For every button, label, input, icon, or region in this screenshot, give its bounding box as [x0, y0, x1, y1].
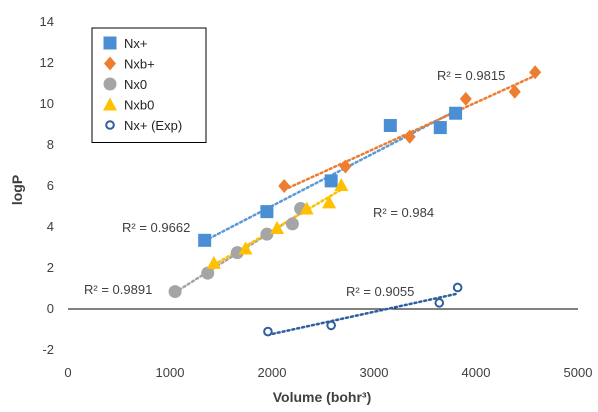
- r2-label-4: R² = 0.9055: [346, 284, 414, 299]
- data-point-3-2: [270, 221, 284, 234]
- y-tick-label: 10: [40, 96, 54, 111]
- data-point-0-5: [449, 107, 462, 120]
- data-point-1-0: [278, 179, 290, 193]
- y-tick-label: 12: [40, 55, 54, 70]
- legend-marker-4: [106, 121, 114, 129]
- x-axis-title: Volume (bohr³): [273, 389, 372, 405]
- data-point-2-0: [169, 285, 182, 298]
- x-tick-label: 3000: [360, 365, 389, 380]
- r2-label-2: R² = 0.9891: [84, 282, 152, 297]
- y-axis-title: logP: [9, 175, 25, 205]
- y-tick-label: 6: [47, 178, 54, 193]
- legend-label-0: Nx+: [124, 36, 147, 51]
- data-point-1-4: [509, 85, 521, 99]
- x-tick-label: 5000: [564, 365, 593, 380]
- legend-label-4: Nx+ (Exp): [124, 118, 182, 133]
- data-point-4-1: [327, 322, 335, 330]
- legend-marker-0: [104, 37, 117, 50]
- legend-label-2: Nx0: [124, 77, 147, 92]
- y-tick-label: 8: [47, 137, 54, 152]
- data-point-4-0: [264, 328, 272, 336]
- y-tick-label: 14: [40, 14, 54, 29]
- y-tick-label: -2: [42, 342, 54, 357]
- x-tick-label: 0: [64, 365, 71, 380]
- data-point-0-0: [198, 234, 211, 247]
- data-point-2-4: [286, 217, 299, 230]
- data-point-2-3: [260, 228, 273, 241]
- data-point-1-1: [339, 160, 351, 174]
- r2-label-1: R² = 0.9815: [437, 68, 505, 83]
- x-tick-label: 4000: [462, 365, 491, 380]
- y-tick-label: 4: [47, 219, 54, 234]
- data-point-0-4: [434, 121, 447, 134]
- x-tick-label: 1000: [156, 365, 185, 380]
- trendline-4: [268, 294, 458, 335]
- data-point-1-3: [460, 92, 472, 106]
- data-point-3-4: [322, 195, 336, 208]
- r2-label-3: R² = 0.984: [373, 205, 434, 220]
- legend: Nx+ Nxb+ Nx0 Nxb0 Nx+ (Exp): [92, 28, 206, 143]
- r2-label-0: R² = 0.9662: [122, 220, 190, 235]
- y-tick-label: 2: [47, 260, 54, 275]
- legend-label-3: Nxb0: [124, 98, 154, 113]
- data-point-4-2: [435, 299, 443, 307]
- legend-label-1: Nxb+: [124, 57, 155, 72]
- legend-marker-2: [104, 78, 117, 91]
- data-point-0-2: [325, 174, 338, 187]
- data-point-0-1: [260, 205, 273, 218]
- x-tick-label: 2000: [258, 365, 287, 380]
- data-point-0-3: [384, 119, 397, 132]
- y-tick-label: 0: [47, 301, 54, 316]
- data-point-4-3: [454, 284, 462, 292]
